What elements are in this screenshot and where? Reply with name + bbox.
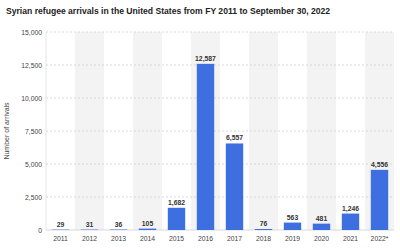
data-label: 31 [86,221,94,228]
title: Syrian refugee arrivals in the United St… [6,6,330,16]
grid-line [46,32,394,33]
y-axis-label: Number of arrivals [3,102,10,160]
y-tick-label: 10,000 [21,95,42,102]
bar [139,229,156,230]
y-tick-label: 2,500 [25,194,42,201]
bar [168,208,185,230]
y-tick-label: 7,500 [25,128,42,135]
bar [371,170,388,230]
x-tick-label: 2019 [285,235,300,242]
chart: Syrian refugee arrivals in the United St… [0,0,400,250]
bar [342,214,359,230]
data-label: 1,682 [168,199,185,207]
x-tick-label: 2011 [53,235,68,242]
data-label: 563 [287,214,299,221]
y-tick-label: 5,000 [25,161,42,168]
x-tick-label: 2015 [169,235,184,242]
bar [81,229,98,230]
x-tick-label: 2018 [256,235,271,242]
x-tick-label: 2014 [140,235,155,242]
grid-line [46,65,394,66]
x-tick-label: 2021 [343,235,358,242]
y-tick-label: 15,000 [21,29,42,36]
bar [52,229,69,230]
bar [313,224,330,230]
bar [197,64,214,230]
data-label: 6,557 [226,134,243,142]
x-tick-label: 2012 [82,235,97,242]
y-axis-line [46,32,47,230]
data-label: 4,556 [371,161,388,169]
y-tick-label: 12,500 [21,62,42,69]
x-tick-label: 2020 [314,235,329,242]
x-tick-label: 2022* [371,235,389,242]
data-label: 105 [142,220,154,227]
bars [52,64,388,230]
bar [110,229,127,230]
grid-line [46,197,394,198]
bar [226,143,243,230]
grid-line [46,98,394,99]
data-label: 36 [115,221,123,228]
y-tick-label: 0 [38,227,42,234]
data-label: 481 [316,215,328,222]
x-tick-label: 2013 [111,235,126,242]
bar [255,229,272,230]
grid-line [46,164,394,165]
data-label: 76 [260,220,268,227]
data-label: 12,587 [195,55,216,63]
bar [284,223,301,230]
data-label: 29 [57,221,65,228]
x-tick-label: 2016 [198,235,213,242]
x-tick-label: 2017 [227,235,242,242]
data-label: 1,246 [342,205,359,213]
grid-line [46,131,394,132]
